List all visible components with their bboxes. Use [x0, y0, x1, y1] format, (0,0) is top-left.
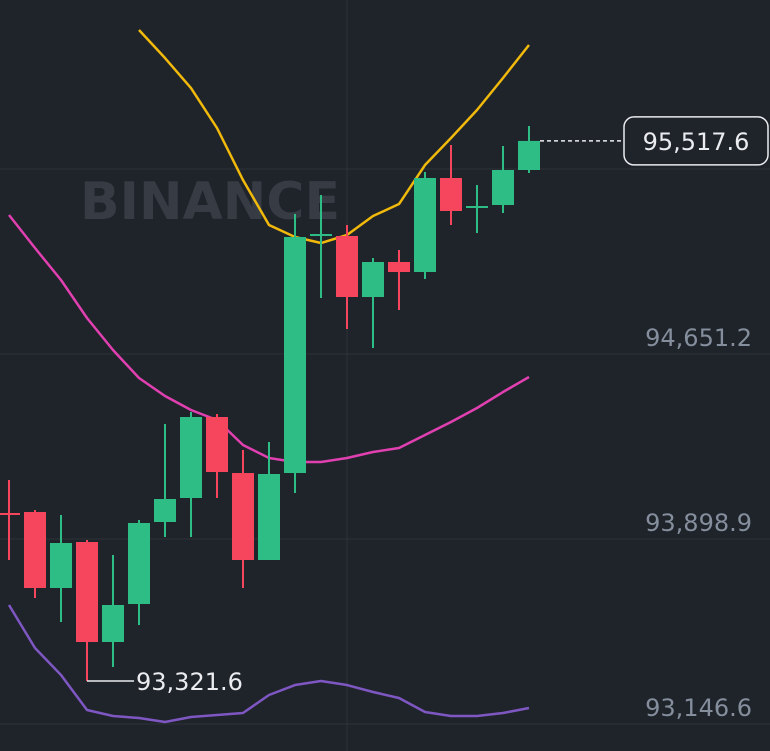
last-price-box [623, 116, 769, 166]
y-tick-label: 94,651.2 [645, 324, 752, 352]
indicator-line [8, 214, 530, 464]
plot-area [0, 29, 540, 724]
candle-body [362, 261, 384, 298]
candle-body [518, 140, 540, 171]
candle-body [128, 523, 150, 605]
candle-body [0, 513, 20, 516]
last-price-label: 95,517.6 [643, 128, 750, 156]
indicator-line [138, 29, 530, 245]
candle-body [414, 177, 436, 273]
y-tick-label: 93,146.6 [645, 694, 752, 722]
candle-body [102, 605, 124, 643]
candle-body [50, 543, 72, 589]
candle-body [388, 261, 410, 273]
candle-body [258, 474, 280, 560]
candle-body [440, 177, 462, 211]
indicator-line [7, 604, 530, 724]
candle-body [232, 473, 254, 560]
candle-body [284, 237, 306, 474]
candle-body [206, 416, 228, 473]
candle-body [154, 499, 176, 523]
low-label: 93,321.6 [136, 668, 243, 696]
candle-body [336, 236, 358, 298]
candle-body [492, 170, 514, 205]
candle-body [76, 541, 98, 643]
y-tick-label: 93,898.9 [645, 509, 752, 537]
candle-body [466, 206, 488, 209]
watermark: BINANCE [80, 172, 340, 232]
candle-body [180, 416, 202, 499]
candle-body [24, 511, 46, 589]
candle-body [310, 234, 332, 237]
